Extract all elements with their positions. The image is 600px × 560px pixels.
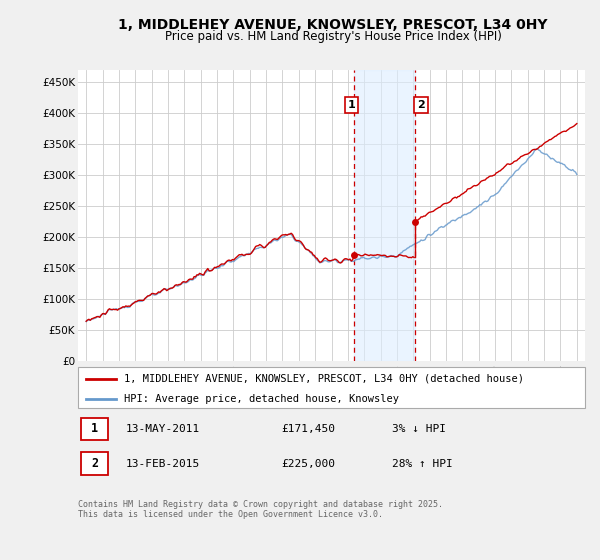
Text: HPI: Average price, detached house, Knowsley: HPI: Average price, detached house, Know…: [124, 394, 398, 404]
Text: 2: 2: [417, 100, 425, 110]
Text: 1, MIDDLEHEY AVENUE, KNOWSLEY, PRESCOT, L34 0HY: 1, MIDDLEHEY AVENUE, KNOWSLEY, PRESCOT, …: [118, 18, 548, 32]
Bar: [354, 70, 415, 361]
Text: Contains HM Land Registry data © Crown copyright and database right 2025.
This d: Contains HM Land Registry data © Crown c…: [78, 500, 443, 519]
Text: 1, MIDDLEHEY AVENUE, KNOWSLEY, PRESCOT, L34 0HY (detached house): 1, MIDDLEHEY AVENUE, KNOWSLEY, PRESCOT, …: [124, 374, 524, 384]
Text: 13-FEB-2015: 13-FEB-2015: [126, 459, 200, 469]
Text: Price paid vs. HM Land Registry's House Price Index (HPI): Price paid vs. HM Land Registry's House …: [164, 30, 502, 44]
Text: £171,450: £171,450: [281, 424, 335, 434]
Text: 3% ↓ HPI: 3% ↓ HPI: [392, 424, 446, 434]
Text: 13-MAY-2011: 13-MAY-2011: [126, 424, 200, 434]
Text: 2: 2: [91, 457, 98, 470]
Text: £225,000: £225,000: [281, 459, 335, 469]
Text: 1: 1: [347, 100, 355, 110]
FancyBboxPatch shape: [78, 367, 585, 408]
Text: 1: 1: [91, 422, 98, 436]
FancyBboxPatch shape: [80, 452, 109, 475]
Text: 28% ↑ HPI: 28% ↑ HPI: [392, 459, 453, 469]
FancyBboxPatch shape: [80, 418, 109, 440]
